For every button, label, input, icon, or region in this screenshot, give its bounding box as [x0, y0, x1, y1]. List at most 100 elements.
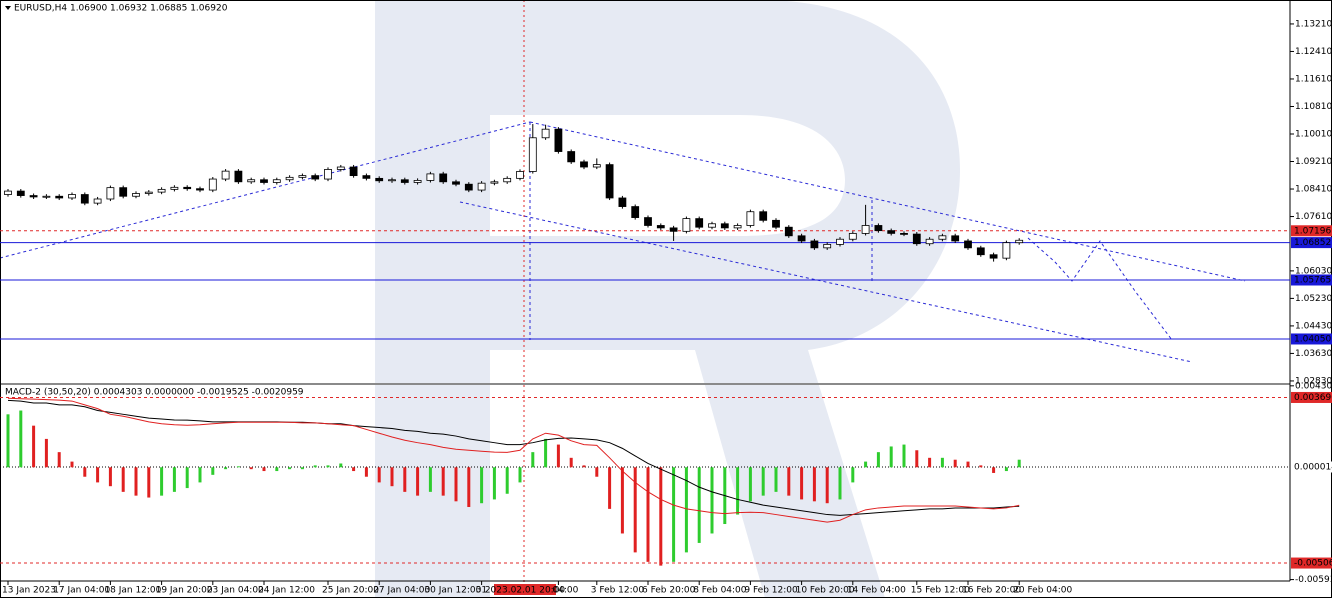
y-tick-label: 1.11610 — [1295, 74, 1332, 84]
histogram-bar — [480, 467, 484, 504]
candle-body — [848, 232, 857, 240]
level-label-box — [1291, 274, 1332, 286]
candle-body — [298, 175, 307, 178]
y-tick-label: 0.0043063 — [1295, 381, 1332, 391]
candle-body — [733, 225, 742, 229]
histogram-bar — [83, 467, 87, 477]
candle-body — [976, 247, 985, 256]
histogram-bar — [108, 467, 112, 487]
candle-body — [605, 164, 614, 199]
histogram-bar — [403, 467, 407, 492]
candle-body — [311, 175, 320, 180]
histogram-bar — [198, 467, 202, 483]
trend-line — [529, 121, 1246, 282]
level-label: 1.06852 — [1294, 238, 1331, 248]
candle-body — [221, 170, 230, 180]
candle-body — [260, 179, 268, 183]
candle-body — [874, 225, 883, 232]
candle-body — [682, 218, 691, 232]
histogram-bar — [889, 446, 893, 468]
candle-body — [861, 225, 870, 234]
x-tick-label: 14 Feb 04:00 — [847, 586, 906, 596]
y-tick-label: 1.09210 — [1295, 157, 1332, 167]
histogram-bar — [825, 467, 829, 504]
candle-body — [68, 194, 76, 199]
histogram-bar — [147, 467, 151, 498]
histogram-bar — [32, 425, 36, 468]
histogram-bar — [505, 467, 509, 494]
candle-body — [989, 254, 998, 259]
x-tick-label: 23 Jan 04:00 — [207, 586, 264, 596]
histogram-bar — [915, 450, 919, 468]
candle-body — [80, 194, 89, 204]
candle-body — [772, 219, 780, 228]
histogram-bar — [492, 467, 496, 500]
candle-body — [439, 173, 448, 183]
histogram-bar — [160, 467, 164, 496]
histogram-bar — [96, 467, 100, 483]
candle-body — [234, 170, 243, 183]
candle-body — [887, 230, 896, 234]
histogram-bar — [467, 467, 471, 507]
y-tick-label: 1.03630 — [1295, 349, 1332, 359]
y-tick-label: 1.06030 — [1295, 266, 1332, 276]
x-tick-label: 16 Feb 20:00 — [962, 586, 1021, 596]
candle-body — [618, 197, 627, 207]
candle-body — [580, 161, 588, 168]
menu-arrow — [5, 6, 11, 10]
histogram-bar — [646, 467, 650, 562]
candle-body — [413, 180, 422, 183]
candle-body — [516, 171, 524, 179]
candle-body — [324, 169, 332, 180]
candle-body — [823, 243, 832, 249]
candle-body — [170, 186, 179, 190]
histogram-bar — [531, 452, 535, 468]
candle-body — [119, 187, 128, 197]
x-tick-label: 27 Jan 04:00 — [373, 586, 430, 596]
histogram-bar — [172, 467, 176, 492]
histogram-bar — [185, 467, 189, 489]
histogram-bar — [544, 438, 548, 468]
candle-body — [797, 235, 806, 242]
chart-title: EURUSD,H4 1.06900 1.06932 1.06885 1.0692… — [14, 4, 228, 14]
histogram-bar — [6, 414, 10, 468]
candle-body — [285, 176, 294, 181]
histogram-bar — [710, 467, 714, 534]
histogram-bar — [326, 465, 330, 468]
histogram-bar — [748, 467, 752, 502]
histogram-bar — [851, 467, 855, 483]
histogram-bar — [262, 467, 266, 472]
candle-body — [631, 206, 640, 218]
candle-body — [541, 128, 550, 139]
candle-body — [1015, 239, 1024, 244]
level-label: 1.07196 — [1294, 226, 1331, 236]
candle-body — [528, 137, 537, 172]
histogram-bar — [608, 467, 612, 509]
x-tick-label: 25 Jan 20:00 — [322, 586, 379, 596]
candle-body — [1002, 242, 1011, 259]
histogram-bar — [761, 467, 765, 496]
histogram-bar — [864, 461, 868, 468]
histogram-bar — [582, 465, 586, 468]
histogram-bar — [236, 466, 240, 468]
x-tick-label: 13 Jan 2023 — [2, 586, 56, 596]
x-tick-label: 9 Feb 12:00 — [744, 586, 798, 596]
candle-body — [157, 188, 166, 193]
y-tick-label: 1.07610 — [1295, 212, 1332, 222]
candle-body — [336, 166, 345, 170]
histogram-bar — [633, 467, 637, 553]
candle-body — [938, 235, 947, 240]
x-tick-label: 24 Jan 12:00 — [258, 586, 315, 596]
level-label-box — [1291, 557, 1332, 569]
candle-body — [477, 182, 486, 191]
histogram-bar — [736, 467, 740, 515]
level-label: -0.0050637 — [1294, 559, 1332, 569]
candle-body — [900, 232, 908, 235]
candle-body — [810, 240, 819, 249]
candle-body — [925, 238, 934, 245]
x-tick-label: 10 Feb 20:00 — [796, 586, 855, 596]
y-tick-label: 1.08410 — [1295, 185, 1332, 195]
histogram-bar — [940, 457, 944, 468]
histogram-bar — [684, 467, 688, 553]
x-tick-label: 04:00 — [552, 586, 578, 596]
